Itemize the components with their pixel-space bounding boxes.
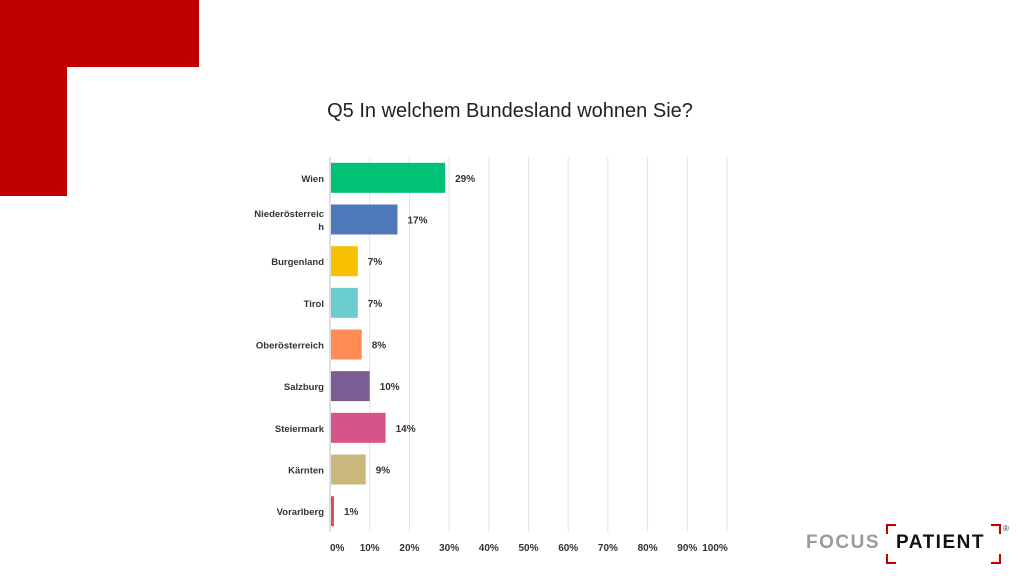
data-label: 9% [376, 466, 391, 477]
bar [331, 204, 398, 235]
decorative-red-block-top [0, 0, 199, 67]
logo-bracket-bottom-left [886, 554, 896, 564]
category-label: Vorarlberg [277, 507, 325, 518]
bar [331, 287, 358, 318]
bar [331, 329, 362, 360]
x-tick-label: 0% [330, 543, 345, 554]
x-tick-label: 90% [677, 543, 697, 554]
x-tick-label: 30% [439, 543, 459, 554]
x-tick-label: 70% [598, 543, 618, 554]
data-label: 7% [368, 299, 383, 310]
bar [331, 246, 358, 277]
category-label: Kärnten [288, 466, 324, 477]
logo-bracket-bottom-right [991, 554, 1001, 564]
category-label: Salzburg [284, 382, 324, 393]
category-label: Burgenland [271, 257, 324, 268]
x-tick-label: 40% [479, 543, 499, 554]
data-label: 14% [396, 424, 416, 435]
data-label: 7% [368, 257, 383, 268]
logo-bracket-top-right [991, 524, 1001, 534]
category-label: Steiermark [275, 424, 325, 435]
logo-text-focus: FOCUS [806, 532, 880, 553]
data-label: 17% [407, 216, 427, 227]
x-tick-label: 80% [638, 543, 658, 554]
category-label: h [318, 222, 324, 233]
chart-title: Q5 In welchem Bundesland wohnen Sie? [0, 100, 1024, 123]
x-tick-label: 50% [518, 543, 538, 554]
data-label: 1% [344, 507, 359, 518]
bar [331, 371, 370, 402]
category-label: Wien [301, 174, 324, 185]
logo-text-patient: PATIENT [896, 532, 985, 553]
bar [331, 162, 446, 193]
x-tick-label: 100% [702, 543, 728, 554]
data-label: 8% [372, 341, 387, 352]
bar [331, 496, 334, 527]
data-label: 29% [455, 174, 475, 185]
x-tick-label: 10% [360, 543, 380, 554]
category-label: Oberösterreich [256, 341, 324, 352]
chart-title-text: Q5 In welchem Bundesland wohnen Sie? [327, 100, 693, 122]
bar [331, 454, 366, 485]
data-label: 10% [380, 382, 400, 393]
logo-registered-mark: ® [1003, 524, 1009, 533]
category-label: Niederösterreic [254, 209, 324, 220]
focus-patient-logo: FOCUS PATIENT ® [806, 524, 1016, 564]
bar [331, 412, 386, 443]
logo-bracket-top-left [886, 524, 896, 534]
x-tick-label: 20% [399, 543, 419, 554]
x-tick-label: 60% [558, 543, 578, 554]
decorative-red-block-left [0, 67, 67, 196]
category-label: Tirol [304, 299, 324, 310]
